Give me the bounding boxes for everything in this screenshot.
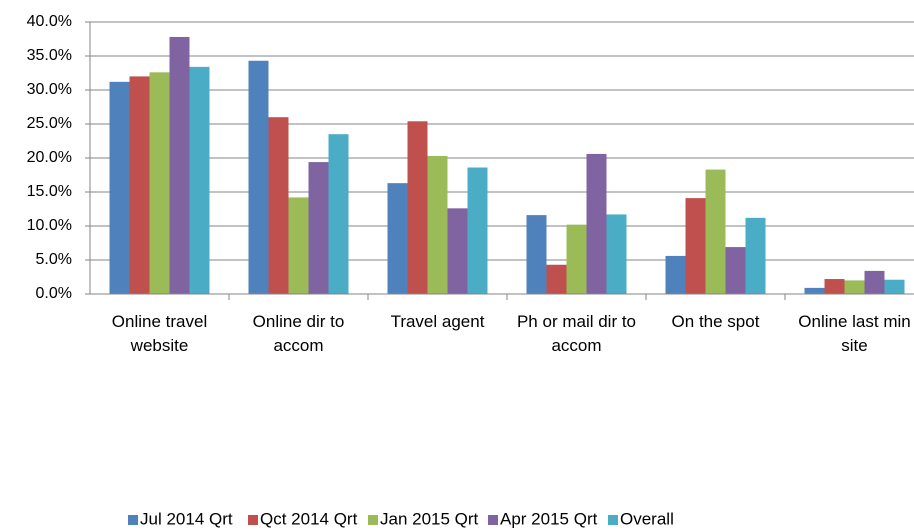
y-tick-label: 15.0% [27,183,72,200]
bar [109,81,130,294]
y-tick-label: 40.0% [27,13,72,30]
bar [824,279,845,294]
bar [606,214,627,294]
bar [387,183,408,294]
bar [546,264,567,294]
bar [407,121,428,294]
bar [447,208,468,294]
bar [427,155,448,294]
bar [566,224,587,294]
bar [288,197,309,294]
bar [308,162,329,294]
bar [268,117,289,294]
legend-swatch [128,515,138,525]
legend-swatch [368,515,378,525]
bar [745,217,766,294]
bar [804,287,825,294]
legend-label: Overall [620,509,674,528]
x-tick-label: Travel agent [390,312,485,331]
x-tick-label: Online last min site [798,312,911,355]
y-tick-label: 0.0% [36,285,72,302]
x-tick-label: Online dir to accom [252,312,345,355]
bar [169,36,190,295]
bar [844,280,865,294]
bar [526,215,547,294]
bar [467,167,488,294]
bar [864,270,885,294]
bar [189,66,210,294]
x-tick-label: On the spot [671,312,760,331]
bar [665,255,686,294]
legend-label: Apr 2015 Qrt [500,509,598,528]
legend-label: Jan 2015 Qrt [380,509,479,528]
y-tick-label: 5.0% [36,251,72,268]
legend-swatch [608,515,618,525]
y-tick-label: 25.0% [27,115,72,132]
bar [586,153,607,294]
bar [149,72,170,294]
legend-swatch [248,515,258,525]
bar [685,198,706,294]
y-tick-label: 10.0% [27,217,72,234]
y-tick-label: 30.0% [27,81,72,98]
bar [129,76,150,295]
legend-swatch [488,515,498,525]
bar [884,279,905,294]
bar [705,169,726,294]
y-tick-label: 20.0% [27,149,72,166]
legend-label: Jul 2014 Qrt [140,509,233,528]
y-tick-label: 35.0% [27,47,72,64]
bar [248,60,269,295]
legend-label: Qct 2014 Qrt [260,509,358,528]
x-tick-label: Online travel website [111,312,208,355]
bar [725,247,746,294]
bar [328,134,349,294]
x-tick-label: Ph or mail dir to accom [516,312,637,355]
